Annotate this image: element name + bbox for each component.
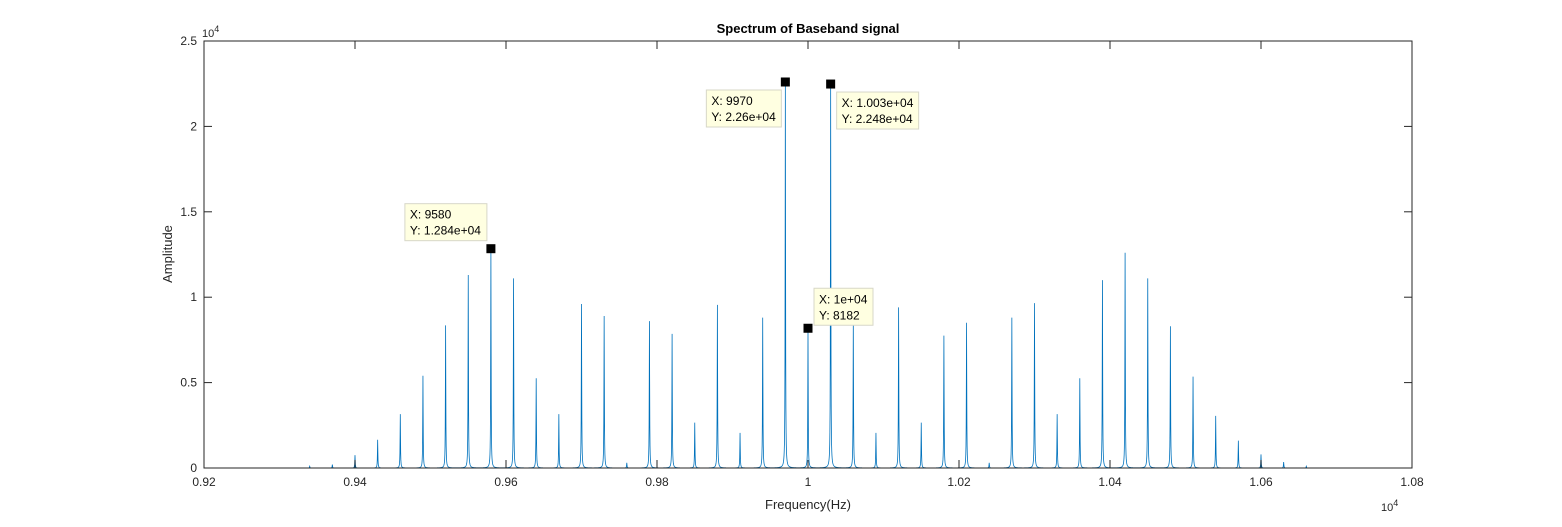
x-exponent-power: 4 xyxy=(1393,498,1398,508)
y-axis-exponent: 104 xyxy=(202,24,219,40)
y-tick-label: 1 xyxy=(190,290,197,304)
x-tick-label: 1.06 xyxy=(1249,475,1273,489)
datatip-y-text: Y: 1.284e+04 xyxy=(410,224,481,238)
x-tick-label: 0.92 xyxy=(192,475,216,489)
datatip-box xyxy=(813,287,874,326)
datatip-marker[interactable] xyxy=(780,77,790,87)
y-exponent-base: 10 xyxy=(202,28,214,40)
x-tick-label: 1 xyxy=(805,475,812,489)
datatip-x-text: X: 1e+04 xyxy=(819,292,868,306)
datatip-x-text: X: 9580 xyxy=(410,208,452,222)
datatip-marker[interactable] xyxy=(803,323,813,333)
datatip-marker[interactable] xyxy=(826,79,836,89)
y-tick-label: 2 xyxy=(190,119,197,133)
datatip[interactable]: X: 9580 Y: 1.284e+04 xyxy=(404,203,496,254)
datatip-marker[interactable] xyxy=(486,244,496,254)
y-tick-label: 1.5 xyxy=(180,205,197,219)
x-axis-exponent: 104 xyxy=(1381,498,1398,514)
datatip-x-text: X: 9970 xyxy=(711,94,753,108)
y-exponent-power: 4 xyxy=(214,24,219,34)
x-tick-label: 1.02 xyxy=(947,475,971,489)
x-exponent-base: 10 xyxy=(1381,502,1393,514)
x-axis-label: Frequency(Hz) xyxy=(765,497,851,512)
datatip-y-text: Y: 2.26e+04 xyxy=(711,110,776,124)
x-tick-label: 0.94 xyxy=(343,475,367,489)
datatip-box xyxy=(836,91,920,130)
axis-ticks: 0.92 0.94 0.96 0.98 1 1.02 1.04 1.06 1.08 0 0.5 1 1.… xyxy=(180,34,1424,489)
x-tick-label: 1.04 xyxy=(1098,475,1122,489)
x-tick-label: 0.96 xyxy=(494,475,518,489)
datatip-y-text: Y: 8182 xyxy=(819,308,860,322)
y-tick-label: 0.5 xyxy=(180,376,197,390)
datatip[interactable]: X: 9970 Y: 2.26e+04 xyxy=(705,77,790,128)
datatip[interactable]: X: 1e+04 Y: 8182 xyxy=(803,287,874,333)
y-tick-label: 2.5 xyxy=(180,34,197,48)
x-tick-label: 0.98 xyxy=(645,475,669,489)
y-tick-label: 0 xyxy=(190,461,197,475)
y-axis-label: Amplitude xyxy=(160,225,175,283)
datatip-box xyxy=(404,203,488,242)
datatip-y-text: Y: 2.248e+04 xyxy=(842,112,913,126)
datatip-x-text: X: 1.003e+04 xyxy=(842,96,914,110)
datatip-box xyxy=(705,89,782,128)
datatip[interactable]: X: 1.003e+04 Y: 2.248e+04 xyxy=(826,79,920,130)
x-tick-label: 1.08 xyxy=(1400,475,1424,489)
chart-title: Spectrum of Baseband signal xyxy=(717,21,900,36)
